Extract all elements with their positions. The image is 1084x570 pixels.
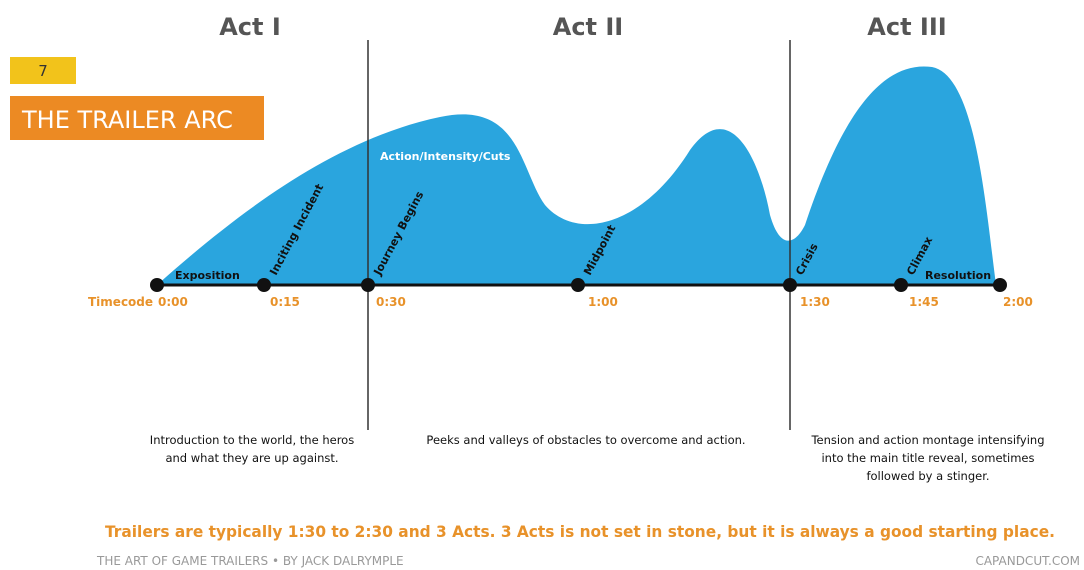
description-line: followed by a stinger.	[866, 469, 989, 483]
footer-left: THE ART OF GAME TRAILERS • BY JACK DALRY…	[96, 554, 404, 568]
description-line: and what they are up against.	[165, 451, 338, 465]
description-line: into the main title reveal, sometimes	[821, 451, 1034, 465]
beat-dot	[150, 278, 164, 292]
timecodes: Timecode 0:00 0:15 0:30 1:00 1:30 1:45 2…	[88, 295, 1033, 309]
timecode: 0:15	[270, 295, 300, 309]
timecode: 1:00	[588, 295, 618, 309]
beat-dot	[361, 278, 375, 292]
slide-number-box	[10, 57, 76, 84]
description-line: Introduction to the world, the heros	[150, 433, 354, 447]
timecode: 0:30	[376, 295, 406, 309]
descriptions: Introduction to the world, the heros and…	[150, 433, 1045, 483]
timecode: 2:00	[1003, 295, 1033, 309]
timecode-label: Timecode	[88, 295, 153, 309]
act-headings: Act I Act II Act III	[219, 13, 946, 41]
description-line: Tension and action montage intensifying	[810, 433, 1044, 447]
note: Trailers are typically 1:30 to 2:30 and …	[105, 522, 1055, 541]
slide-number: 7	[38, 62, 48, 80]
timecode: 0:00	[158, 295, 188, 309]
intensity-curve	[157, 66, 996, 285]
act-heading: Act III	[867, 13, 946, 41]
act-heading: Act II	[553, 13, 624, 41]
timecode: 1:30	[800, 295, 830, 309]
beat-dot	[894, 278, 908, 292]
beat-dot	[783, 278, 797, 292]
description-line: Peeks and valleys of obstacles to overco…	[426, 433, 745, 447]
timecode: 1:45	[909, 295, 939, 309]
title-box	[10, 96, 264, 140]
act-heading: Act I	[219, 13, 281, 41]
beat-dot	[993, 278, 1007, 292]
beat-dot	[257, 278, 271, 292]
footer-right: CAPANDCUT.COM	[975, 554, 1080, 568]
beat-label: Resolution	[925, 269, 991, 282]
title: THE TRAILER ARC	[21, 106, 233, 134]
curve-label: Action/Intensity/Cuts	[380, 150, 511, 163]
beat-dots	[150, 278, 1007, 292]
beat-dot	[571, 278, 585, 292]
beat-label: Exposition	[175, 269, 240, 282]
